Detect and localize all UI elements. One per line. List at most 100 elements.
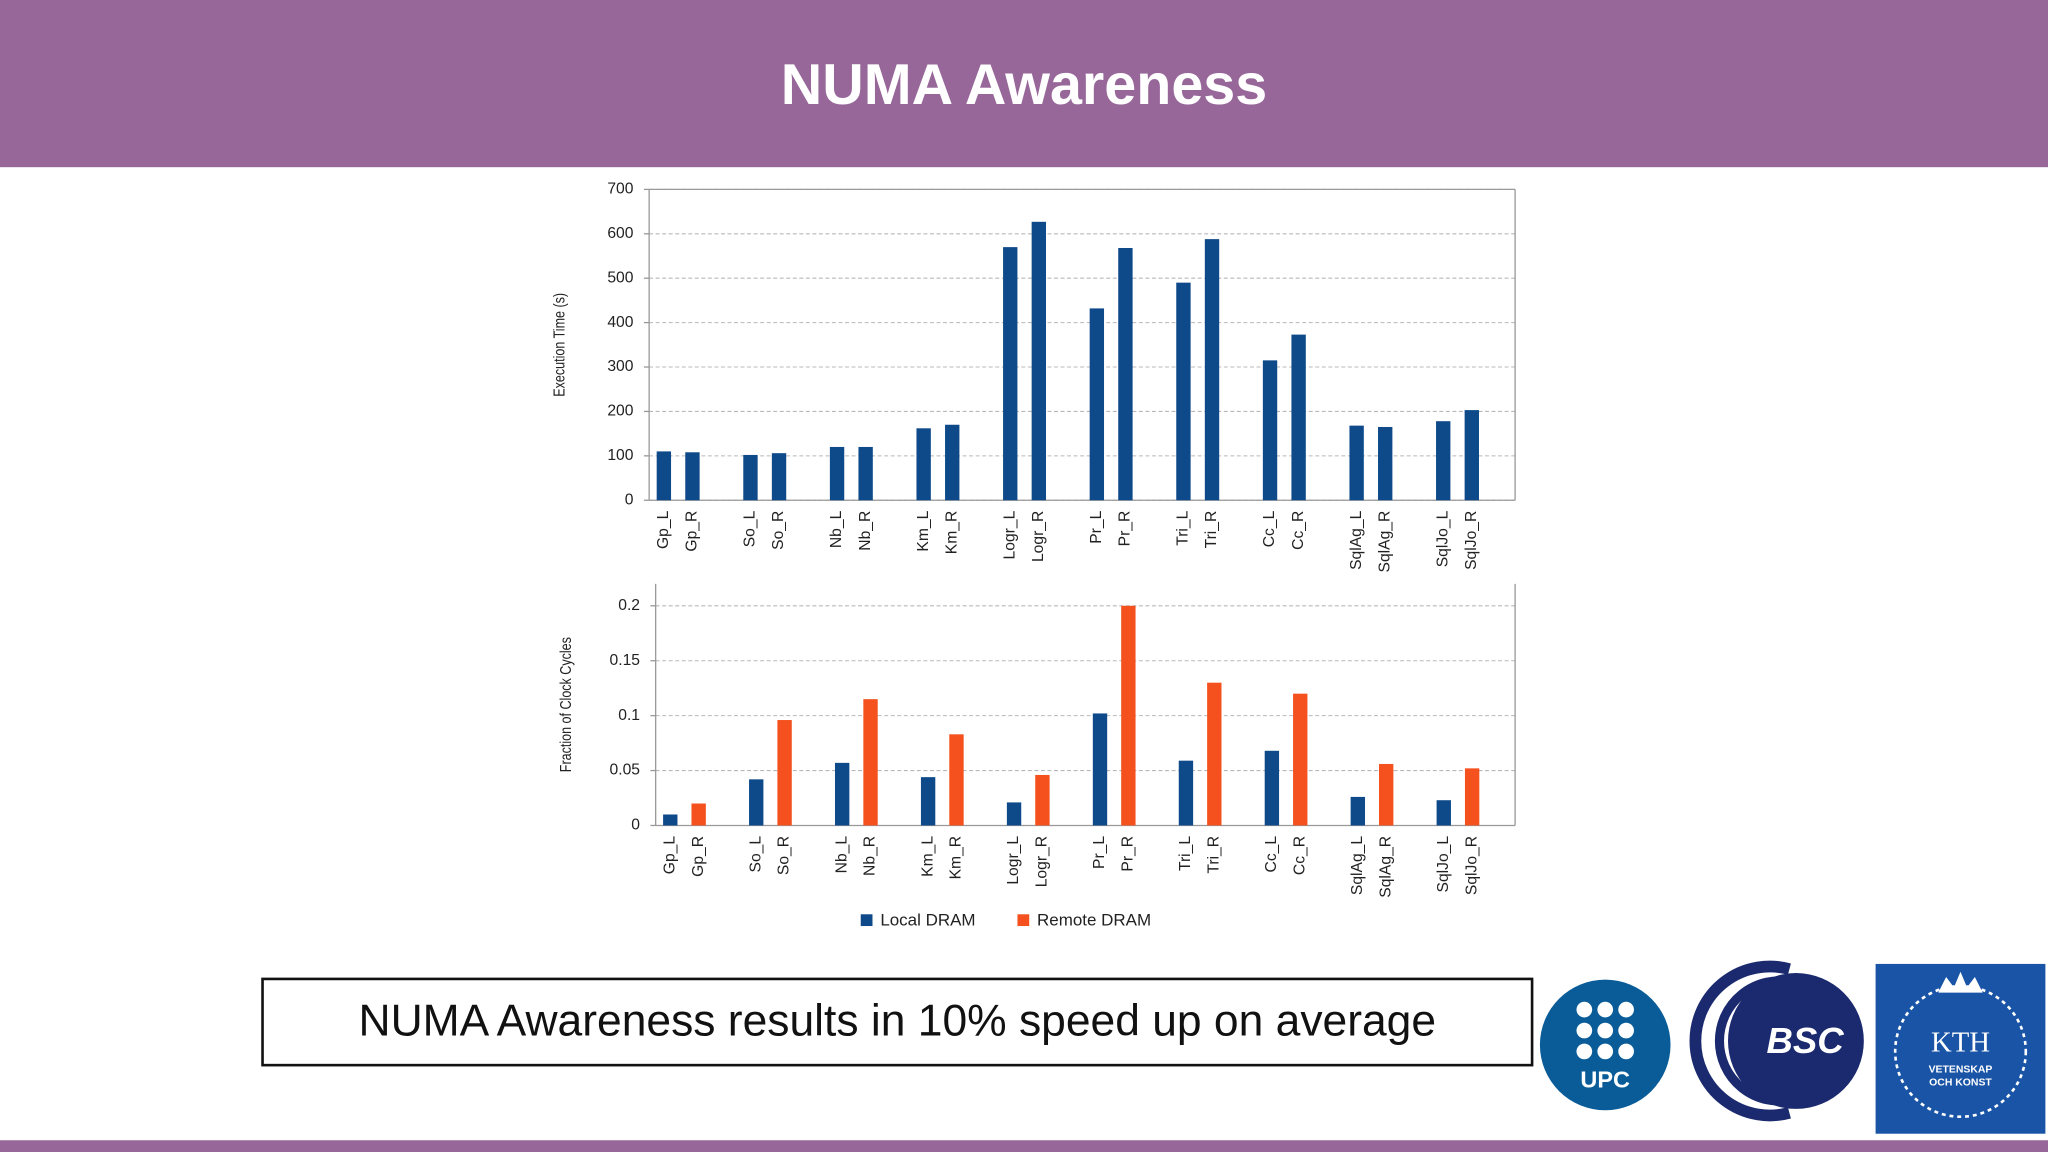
x-tick-label: Cc_L (1261, 510, 1278, 547)
bar (1350, 796, 1366, 826)
bar (777, 720, 792, 826)
x-tick-label: Km_R (948, 836, 965, 880)
x-tick-label: Tri_R (1205, 836, 1222, 874)
y-tick-label: 700 (607, 181, 633, 198)
x-tick-label: Pr_L (1088, 510, 1105, 543)
x-tick-label: Nb_R (862, 836, 879, 876)
x-tick-label: Gp_L (655, 510, 672, 549)
bar (920, 777, 936, 826)
kth-logo: KTH VETENSKAP OCH KONST (1875, 963, 2046, 1134)
bar (1464, 410, 1479, 501)
bar (916, 428, 931, 501)
x-tick-label: So_R (770, 511, 787, 550)
bar (1089, 308, 1105, 501)
bsc-text: BSC (1766, 1020, 1844, 1061)
y-tick-label: 600 (607, 225, 633, 242)
x-tick-label: Cc_L (1263, 836, 1280, 873)
bar (1003, 247, 1018, 501)
y-tick-label: 200 (607, 403, 633, 420)
bar (1293, 693, 1308, 826)
y-tick-label: 0.05 (610, 762, 641, 779)
legend-swatch (1017, 914, 1030, 927)
y-tick-label: 400 (607, 314, 633, 331)
x-tick-label: Cc_R (1290, 511, 1307, 550)
x-tick-label: Km_L (915, 510, 932, 551)
x-tick-label: SqlJo_R (1463, 511, 1480, 570)
kth-text: KTH (1931, 1026, 1990, 1058)
x-tick-label: Logr_R (1030, 511, 1047, 562)
bar (949, 734, 964, 826)
bar (1379, 763, 1394, 826)
bar (1035, 774, 1050, 826)
bar (1378, 426, 1393, 501)
y-tick-label: 300 (607, 358, 633, 375)
bar (1178, 760, 1194, 826)
bar (663, 814, 678, 826)
x-tick-label: Km_R (943, 511, 960, 554)
y-tick-label: 0 (625, 491, 634, 508)
x-tick-label: SqlAg_R (1377, 836, 1394, 898)
x-tick-label: Logr_L (1001, 510, 1018, 559)
bar (771, 453, 787, 501)
y-tick-label: 0.1 (618, 707, 640, 724)
x-tick-label: SqlAg_L (1349, 836, 1366, 895)
bar (685, 452, 700, 501)
bar (858, 446, 873, 501)
x-tick-label: So_L (742, 510, 759, 547)
x-tick-label: So_L (747, 836, 764, 873)
x-tick-label: SqlJo_R (1463, 836, 1480, 895)
y-axis-label: Fraction of Clock Cycles (558, 637, 576, 772)
x-tick-label: Tri_L (1175, 510, 1192, 545)
bar (1118, 248, 1133, 501)
x-tick-label: Nb_L (828, 510, 845, 548)
bar (1264, 750, 1280, 826)
x-tick-label: Tri_R (1203, 511, 1220, 549)
y-tick-label: 0.2 (618, 597, 640, 614)
bar (1176, 282, 1191, 501)
bar (829, 446, 845, 501)
bar (743, 454, 758, 501)
x-tick-label: SqlJo_L (1435, 836, 1452, 893)
bsc-arc (1689, 960, 1791, 1122)
bar (1291, 334, 1306, 501)
y-axis-label: Execution Time (s) (551, 293, 569, 397)
bar (1207, 682, 1222, 826)
bar (1204, 239, 1220, 501)
x-tick-label: SqlJo_L (1434, 510, 1451, 567)
x-tick-label: Cc_R (1291, 836, 1308, 875)
x-tick-label: Gp_R (684, 511, 701, 552)
x-tick-label: Tri_L (1177, 836, 1194, 871)
upc-dots (1576, 1001, 1634, 1060)
bar (945, 424, 960, 501)
legend-label: Remote DRAM (1037, 910, 1151, 929)
bsc-logo: BSC (1689, 960, 1864, 1122)
bar (1436, 800, 1451, 826)
header-band (0, 0, 2048, 168)
kth-motto: VETENSKAP (1929, 1064, 1993, 1075)
kth-motto: OCH KONST (1929, 1078, 1992, 1089)
bsc-circle (1728, 973, 1864, 1109)
slide-title: NUMA Awareness (781, 53, 1267, 117)
bar (749, 779, 764, 826)
x-tick-label: Logr_R (1034, 836, 1051, 887)
upc-text: UPC (1580, 1067, 1630, 1093)
bar (1436, 421, 1451, 501)
x-tick-label: Gp_L (661, 836, 678, 875)
x-tick-label: Nb_L (833, 836, 850, 874)
x-tick-label: Nb_R (857, 511, 874, 551)
y-tick-label: 0 (631, 817, 640, 834)
bar (834, 762, 850, 826)
kth-crown (1938, 971, 1983, 993)
x-tick-label: Gp_R (690, 836, 707, 877)
bar (1092, 713, 1108, 826)
bar (656, 451, 672, 501)
caption-box (261, 977, 1534, 1067)
bar (1262, 360, 1278, 501)
footer-band (0, 1140, 2048, 1152)
y-tick-label: 100 (607, 447, 633, 464)
x-tick-label: SqlAg_L (1348, 510, 1365, 569)
y-tick-label: 500 (607, 269, 633, 286)
x-tick-label: Logr_L (1005, 836, 1022, 885)
x-tick-label: SqlAg_R (1376, 511, 1393, 573)
